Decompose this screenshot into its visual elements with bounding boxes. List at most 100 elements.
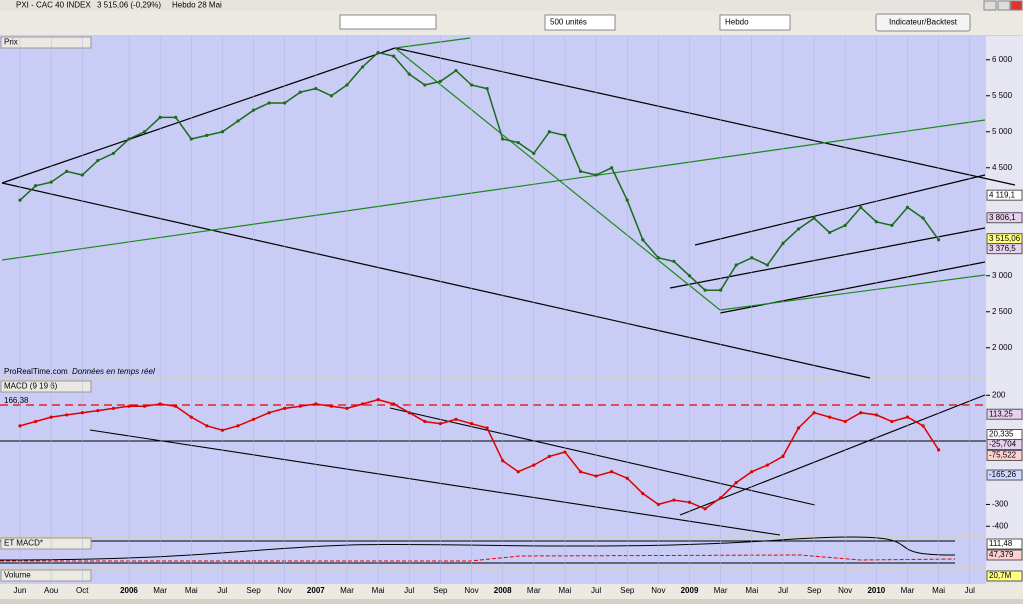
timeframe-value: Hebdo	[725, 18, 749, 27]
time-label: Jul	[217, 586, 227, 595]
panel-title: Volume	[4, 571, 31, 580]
units-dropdown[interactable]	[544, 14, 616, 31]
data-point	[890, 419, 894, 424]
data-point	[376, 398, 380, 402]
data-point	[921, 424, 925, 428]
data-point	[314, 402, 318, 406]
data-point	[469, 422, 474, 426]
data-point	[890, 223, 894, 227]
timeframe-dropdown[interactable]	[719, 14, 791, 31]
data-point	[937, 238, 941, 242]
title-bar	[0, 0, 1023, 11]
y-tick-label: -300	[992, 500, 1009, 509]
time-label: Mai	[185, 586, 198, 595]
value-marker	[986, 243, 1023, 255]
data-point	[329, 94, 333, 98]
panel-title: ET MACD*	[4, 539, 43, 548]
data-point	[828, 230, 832, 235]
data-point	[485, 426, 489, 430]
color-palette[interactable]	[339, 14, 437, 30]
minimize-button[interactable]	[983, 0, 997, 11]
y-tick-label: 4 500	[992, 163, 1013, 172]
toolbar	[0, 11, 1023, 35]
data-point	[174, 115, 178, 119]
value-marker-label: 111,48	[989, 539, 1013, 548]
data-point	[407, 411, 411, 415]
time-label: Mar	[153, 586, 167, 595]
time-label: Jul	[591, 586, 601, 595]
data-point	[423, 419, 427, 424]
time-label: Mai	[559, 586, 572, 595]
indicator-button-label: Indicateur/Backtest	[889, 18, 958, 27]
data-point	[18, 198, 22, 202]
data-point	[360, 402, 365, 406]
data-point	[438, 422, 442, 426]
data-point	[781, 454, 785, 459]
y-tick-label: 5 000	[992, 127, 1013, 136]
value-marker-label: 3 806,1	[989, 213, 1016, 222]
data-point	[49, 415, 53, 419]
y-tick-label: 200	[992, 390, 1006, 399]
time-label: 2010	[867, 586, 885, 595]
time-label: 2009	[681, 586, 699, 595]
value-marker	[986, 469, 1023, 481]
data-point	[298, 90, 302, 94]
data-point	[392, 54, 396, 58]
data-point	[111, 151, 116, 155]
data-point	[843, 223, 847, 227]
data-point	[719, 288, 723, 292]
data-point	[220, 130, 225, 134]
data-point	[765, 463, 769, 467]
time-axis	[0, 584, 1023, 599]
data-point	[18, 424, 22, 428]
data-point	[594, 474, 598, 478]
data-point	[610, 166, 614, 170]
data-point	[828, 415, 832, 419]
y-tick-label: 2 000	[992, 343, 1013, 352]
maximize-button[interactable]	[997, 0, 1011, 11]
data-point	[80, 173, 84, 177]
data-point	[376, 50, 380, 55]
data-point	[563, 450, 567, 454]
data-point	[563, 133, 567, 137]
value-marker	[986, 570, 1023, 582]
data-point	[454, 68, 458, 73]
value-marker	[986, 408, 1023, 420]
time-label: Mar	[714, 586, 728, 595]
data-point	[345, 406, 349, 410]
time-label: 2008	[494, 586, 512, 595]
time-label: Jul	[778, 586, 788, 595]
value-marker-label: -25,704	[989, 440, 1017, 449]
data-point	[547, 130, 551, 134]
source-note: Données en temps réel	[72, 367, 155, 376]
close-button[interactable]	[1010, 0, 1023, 11]
data-point	[594, 173, 598, 177]
data-point	[921, 216, 925, 220]
data-point	[734, 263, 738, 267]
time-label: Nov	[464, 586, 478, 595]
data-point	[765, 263, 769, 267]
data-point	[516, 140, 520, 145]
data-point	[578, 470, 583, 474]
value-marker-label: 113,25	[989, 409, 1013, 418]
series-line	[19, 398, 940, 510]
data-point	[719, 496, 723, 500]
data-point	[501, 137, 505, 141]
data-point	[454, 417, 458, 421]
data-point	[127, 137, 131, 141]
data-point	[80, 411, 84, 415]
data-point	[407, 72, 411, 76]
data-point	[345, 83, 349, 87]
indicator-button[interactable]	[875, 13, 971, 32]
data-point	[174, 404, 178, 408]
data-point	[283, 101, 287, 105]
y-tick-label: 2 500	[992, 307, 1013, 316]
value-marker-label: 47,379	[989, 550, 1014, 559]
data-point	[734, 481, 738, 485]
data-point	[360, 65, 365, 69]
data-point	[859, 411, 863, 415]
data-point	[314, 86, 318, 91]
value-marker	[986, 189, 1023, 201]
data-point	[750, 256, 754, 260]
time-label: Jul	[404, 586, 414, 595]
